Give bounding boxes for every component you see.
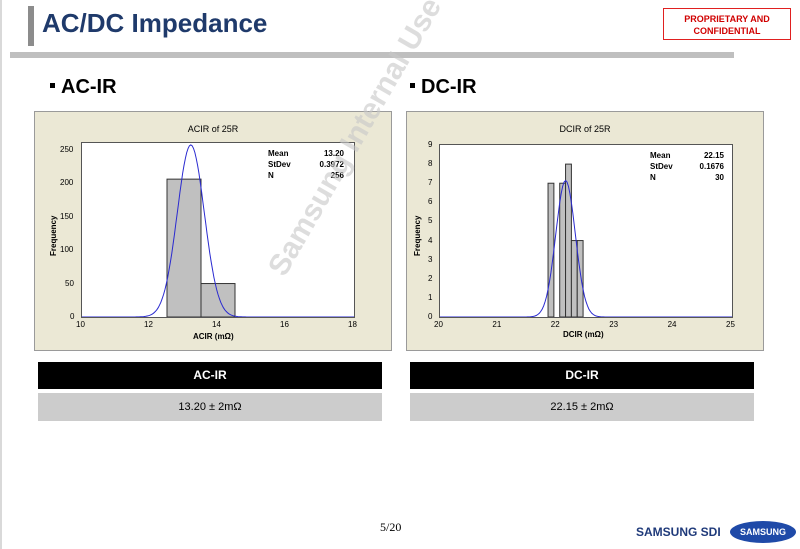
samsung-logo: SAMSUNG [730, 521, 796, 543]
y-tick-label: 7 [428, 178, 433, 188]
left-border [0, 0, 2, 549]
stat-label: N [650, 173, 656, 182]
y-tick-label: 200 [60, 178, 74, 188]
x-tick-label: 14 [212, 320, 221, 329]
y-axis-label: Frequency [413, 215, 422, 256]
x-tick-label: 20 [434, 320, 443, 329]
stat-value: 22.15 [703, 151, 724, 160]
stat-value: 256 [330, 171, 344, 180]
bullet-square-icon [50, 83, 55, 89]
histogram-bar [547, 182, 555, 318]
page-title: AC/DC Impedance [42, 8, 268, 38]
section-heading-dcir: DC-IR [410, 76, 477, 99]
stat-label: Mean [268, 149, 289, 158]
histogram-bar [576, 240, 584, 318]
title-divider [10, 52, 734, 58]
acir-histogram-panel: ACIR of 25R Mean 13.20 StDev 0.3972 N 256 F… [34, 111, 392, 351]
confidential-line-2: CONFIDENTIAL [693, 26, 761, 36]
x-tick-label: 18 [348, 320, 357, 329]
title-accent-bar [28, 6, 34, 46]
y-tick-label: 8 [428, 159, 433, 169]
section-heading-acir: AC-IR [50, 76, 117, 99]
y-tick-label: 4 [428, 235, 433, 245]
dcir-stats-box: Mean 22.15 StDev 0.1676 N 30 [650, 151, 724, 184]
histogram-bar [200, 283, 236, 318]
y-tick-label: 0 [428, 312, 433, 321]
acir-stats-box: Mean 13.20 StDev 0.3972 N 256 [268, 149, 344, 182]
x-tick-label: 23 [609, 320, 619, 329]
x-axis-label: DCIR (mΩ) [563, 330, 604, 339]
section-heading-dcir-label: DC-IR [421, 76, 477, 98]
stat-label: StDev [650, 162, 673, 171]
x-tick-label: 16 [280, 320, 289, 329]
brand-name: SAMSUNG SDI [636, 525, 721, 539]
y-tick-label: 150 [60, 211, 74, 221]
table-header-dcir: DC-IR [410, 362, 754, 389]
stat-value: 0.3972 [319, 160, 344, 169]
page-number: 5/20 [380, 520, 402, 534]
y-tick-label: 250 [60, 144, 74, 154]
stat-label: Mean [650, 151, 671, 160]
table-cell-dcir-value: 22.15 ± 2mΩ [410, 393, 754, 421]
y-tick-label: 2 [428, 273, 433, 283]
y-tick-label: 9 [428, 140, 433, 149]
stat-label: StDev [268, 160, 291, 169]
confidential-badge: PROPRIETARY AND CONFIDENTIAL [663, 8, 791, 40]
dcir-plot-area: Mean 22.15 StDev 0.1676 N 30 [439, 144, 733, 318]
x-axis-label: ACIR (mΩ) [193, 332, 234, 341]
x-tick-label: 22 [550, 320, 560, 329]
bullet-square-icon [410, 83, 415, 89]
y-tick-label: 0 [70, 312, 75, 321]
section-heading-acir-label: AC-IR [61, 76, 117, 98]
y-tick-label: 50 [65, 278, 74, 288]
x-tick-label: 25 [726, 320, 735, 329]
histogram-bar [559, 182, 567, 318]
acir-histogram-svg [82, 144, 354, 318]
stat-value: 30 [715, 173, 724, 182]
table-header-acir: AC-IR [38, 362, 382, 389]
y-tick-label: 100 [60, 245, 74, 255]
stat-label: N [268, 171, 274, 180]
chart-title: DCIR of 25R [559, 124, 611, 134]
table-cell-acir-value: 13.20 ± 2mΩ [38, 393, 382, 421]
x-tick-label: 10 [76, 320, 85, 329]
acir-plot-area: Mean 13.20 StDev 0.3972 N 256 [81, 142, 355, 318]
x-tick-label: 24 [667, 320, 677, 329]
confidential-line-1: PROPRIETARY AND [684, 14, 770, 24]
y-tick-label: 6 [428, 197, 433, 207]
histogram-bar [570, 240, 578, 318]
x-tick-label: 21 [492, 320, 502, 329]
y-tick-label: 3 [428, 254, 433, 264]
y-tick-label: 5 [428, 216, 433, 226]
dcir-histogram-panel: DCIR of 25R Mean 22.15 StDev 0.1676 N 30 Fr… [406, 111, 764, 351]
chart-title: ACIR of 25R [187, 124, 239, 134]
y-tick-label: 1 [428, 292, 433, 302]
normal-fit-curve [440, 179, 732, 318]
y-axis-label: Frequency [49, 215, 58, 256]
stat-value: 13.20 [323, 149, 344, 158]
x-tick-label: 12 [144, 320, 153, 329]
stat-value: 0.1676 [699, 162, 724, 171]
